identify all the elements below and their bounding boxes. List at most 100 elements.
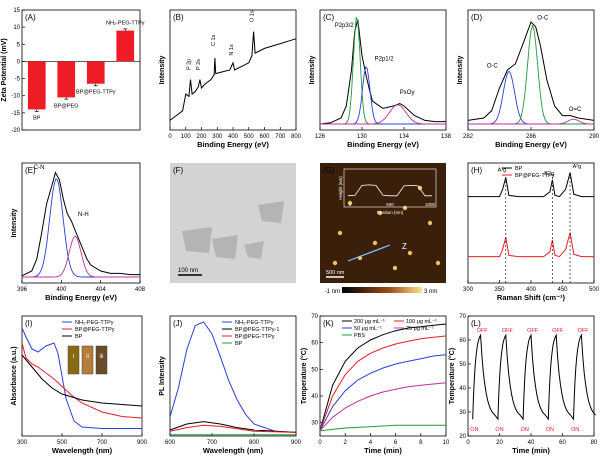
x-axis-label: Time (min) [364, 446, 402, 455]
panel-b: (B) 0 100 200 300 400 500 600 700 800 Binding Ener… [159, 9, 302, 149]
afm-flake [377, 210, 383, 216]
y-tick-label: 30 [311, 421, 318, 427]
legend-label: BP@PEG-TTPy [515, 173, 555, 179]
afm-flake [427, 220, 433, 226]
profile-line [347, 244, 391, 262]
x-axis-label: Raman Shift (cm⁻¹) [497, 293, 566, 302]
legend-label: PBS [354, 333, 365, 339]
x-tick-label: 8 [419, 440, 423, 446]
peak-label: P 2p [186, 59, 192, 70]
x-tick-label: 10 [443, 440, 450, 446]
x-tick-label: 0 [318, 440, 322, 446]
panel-label: (A) [25, 13, 36, 22]
x-tick-label: 500 [57, 440, 68, 446]
x-tick-label: 700 [207, 440, 218, 446]
y-axis-label: Intensity [11, 209, 18, 238]
panel-label: (K) [323, 319, 334, 328]
afm-flake [402, 205, 408, 211]
legend-label: BP [75, 334, 83, 340]
x-tick-label: 4 [369, 440, 373, 446]
x-axis-label: Binding Energy (eV) [197, 140, 269, 149]
peak-label: O-C [487, 64, 499, 70]
y-tick-label: 60 [459, 338, 466, 344]
x-tick-label: 80 [591, 440, 598, 446]
series-line [319, 323, 447, 431]
colorbar [342, 287, 422, 293]
on-label: ON [546, 427, 554, 433]
panel-label: (D) [471, 13, 482, 22]
bar-label: NH₂-PEG-TTPy [106, 21, 145, 27]
x-tick-label: 100 [181, 134, 192, 140]
x-tick-label: 800 [249, 440, 260, 446]
colorbar-min-label: -1 nm [325, 289, 340, 295]
series-line [21, 342, 143, 419]
y-tick-label: 50 [459, 362, 466, 368]
afm-flake [407, 250, 413, 256]
vial-label: iii [100, 354, 104, 360]
x-tick-label: 900 [291, 440, 302, 446]
legend-label: 100 μg mL⁻¹ [406, 319, 437, 325]
mode-label: A²g [573, 164, 582, 170]
y-tick-label: -5 [15, 77, 21, 83]
x-tick-label: 0 [466, 440, 470, 446]
x-tick-label: 500 [244, 134, 255, 140]
y-axis-label: Temperature (°C) [300, 348, 308, 404]
bar-label: BP@PEG [54, 103, 79, 109]
vial-label: i [73, 354, 74, 360]
x-tick-label: 700 [97, 440, 108, 446]
y-tick-label: 70 [459, 314, 466, 320]
x-tick-label: 396 [17, 287, 28, 293]
afm-flake [347, 200, 353, 206]
series-line [319, 424, 446, 432]
y-tick-label: 10 [13, 25, 20, 31]
x-axis-label: Time (min) [512, 446, 550, 455]
y-tick-label: 40 [311, 394, 318, 400]
peak-label: O 1s [250, 10, 256, 22]
y-tick-label: 60 [311, 341, 318, 347]
bar [116, 30, 135, 62]
legend-label: BP@PEG-TTPy [235, 334, 275, 340]
panel-h: (H) 300 350 400 450 500 Raman Shift (cm⁻¹) A¹g B… [463, 162, 600, 302]
inset-x-tick: 1000 [425, 202, 436, 207]
y-tick-label: 20 [459, 434, 466, 440]
x-tick-label: 282 [463, 134, 474, 140]
series-line [319, 335, 447, 431]
series-line [319, 19, 446, 125]
series-line [21, 327, 142, 429]
panel-k: (K) 0 2 4 6 8 10 30 40 50 60 70 Time (min) Temperatur… [300, 314, 450, 455]
panel-g: (G)Height (nm) Position (nm) 0 500 1000 Z 500 … [320, 163, 446, 295]
series-line [467, 21, 595, 121]
x-tick-label: 286 [526, 134, 537, 140]
x-axis-label: Binding Energy (eV) [347, 140, 419, 149]
y-tick-label: 40 [459, 386, 466, 392]
x-tick-label: 40 [528, 440, 535, 446]
on-label: ON [521, 427, 529, 433]
tem-image [170, 163, 296, 283]
x-tick-label: 290 [589, 134, 600, 140]
afm-flake [435, 260, 441, 266]
series-line [468, 172, 594, 198]
plot-frame [21, 9, 141, 131]
plot-frame [21, 315, 143, 437]
nanosheet [258, 201, 284, 223]
x-tick-label: 300 [463, 287, 474, 293]
legend-label: NH₂-PEG-TTPy [75, 320, 114, 326]
series-line [21, 171, 140, 277]
legend-label: 200 μg mL⁻¹ [354, 319, 385, 325]
x-tick-label: 126 [315, 134, 326, 140]
y-axis-label: Intensity [309, 56, 316, 85]
peak-label: N 1s [229, 44, 235, 56]
nanosheet [244, 241, 264, 259]
panel-j: (J) 600 700 800 900 Wavelength (nm) PL Intensi… [159, 315, 302, 455]
y-tick-label: -15 [11, 111, 20, 117]
scale-bar-label: 500 nm [326, 270, 345, 276]
x-tick-label: 200 [196, 134, 207, 140]
y-tick-label: 30 [459, 410, 466, 416]
y-axis-label: Intensity [457, 56, 464, 85]
vial [81, 345, 94, 375]
legend-label: NH₂-PEG-TTPy [235, 320, 274, 326]
series-line [319, 354, 447, 431]
mode-label: B2g [544, 171, 554, 177]
